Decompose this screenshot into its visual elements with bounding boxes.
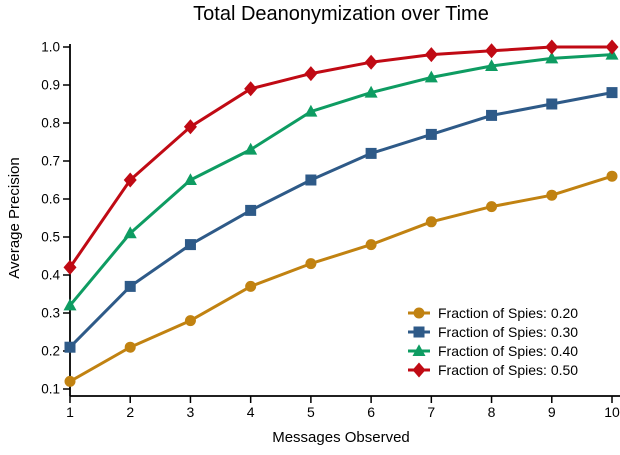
data-point-marker xyxy=(184,239,196,251)
data-point-marker xyxy=(424,70,438,83)
y-tick-label: 0.2 xyxy=(41,344,60,359)
x-tick-label: 5 xyxy=(307,404,315,420)
legend-label: Fraction of Spies: 0.50 xyxy=(438,361,579,378)
data-point-marker xyxy=(244,142,258,155)
y-tick-label: 0.8 xyxy=(41,116,60,131)
series-square xyxy=(64,87,618,353)
series-triangle xyxy=(63,47,619,311)
series-line xyxy=(68,91,614,349)
y-tick-label: 0.4 xyxy=(41,268,60,283)
data-point-marker xyxy=(124,341,136,353)
y-tick-label: 0.9 xyxy=(41,78,60,93)
data-point-marker xyxy=(606,170,618,182)
data-point-marker xyxy=(183,119,197,135)
y-tick-label: 0.7 xyxy=(41,154,60,169)
legend-label: Fraction of Spies: 0.20 xyxy=(438,305,579,322)
x-tick-label: 6 xyxy=(367,404,375,420)
y-axis-label: Average Precision xyxy=(6,157,23,279)
legend-item: Fraction of Spies: 0.50 xyxy=(406,360,578,379)
x-tick-label: 1 xyxy=(66,404,74,420)
legend-marker-square-icon xyxy=(408,326,430,338)
legend-label: Fraction of Spies: 0.30 xyxy=(438,324,579,341)
data-point-marker xyxy=(183,173,197,185)
data-point-marker xyxy=(425,128,437,140)
data-point-marker xyxy=(605,39,619,55)
data-point-marker xyxy=(244,81,258,97)
x-tick-label: 10 xyxy=(604,404,620,420)
data-point-marker xyxy=(364,54,378,70)
data-point-marker xyxy=(545,51,559,64)
legend-label: Fraction of Spies: 0.40 xyxy=(438,342,579,359)
x-tick-label: 8 xyxy=(488,404,496,420)
data-point-marker xyxy=(606,87,618,99)
data-point-marker xyxy=(63,298,77,311)
data-point-marker xyxy=(245,280,257,292)
x-tick-label: 9 xyxy=(548,404,556,420)
data-point-marker xyxy=(245,204,257,216)
data-point-marker xyxy=(412,344,426,356)
y-tick-label: 1.0 xyxy=(41,40,60,55)
y-tick-label: 0.6 xyxy=(41,192,60,207)
data-point-marker xyxy=(305,258,317,270)
data-point-marker xyxy=(425,216,437,228)
data-point-marker xyxy=(305,174,317,186)
data-point-marker xyxy=(124,280,136,292)
data-point-marker xyxy=(64,375,76,387)
x-tick-label: 4 xyxy=(247,404,255,420)
data-point-marker xyxy=(485,59,499,71)
data-point-marker xyxy=(123,172,137,188)
y-tick-label: 0.3 xyxy=(41,306,60,321)
legend-item: Fraction of Spies: 0.20 xyxy=(406,304,578,323)
data-point-marker xyxy=(486,109,498,121)
data-point-marker xyxy=(64,341,76,353)
data-point-marker xyxy=(364,85,378,98)
data-point-marker xyxy=(365,147,377,159)
series-line xyxy=(68,53,614,307)
x-axis-label: Messages Observed xyxy=(272,429,410,446)
legend-marker-circle-icon xyxy=(408,307,430,319)
data-point-marker xyxy=(304,104,318,117)
data-point-marker xyxy=(546,98,558,110)
chart-title: Total Deanonymization over Time xyxy=(193,3,489,25)
data-point-marker xyxy=(365,239,377,251)
legend-marker-diamond-icon xyxy=(408,362,430,378)
legend-item: Fraction of Spies: 0.30 xyxy=(406,323,578,342)
data-point-marker xyxy=(545,39,559,55)
x-tick-label: 3 xyxy=(187,404,195,420)
data-point-marker xyxy=(63,259,77,275)
data-point-marker xyxy=(424,47,438,63)
data-point-marker xyxy=(184,315,196,327)
legend-item: Fraction of Spies: 0.40 xyxy=(406,342,578,361)
data-point-marker xyxy=(486,201,498,213)
y-tick-label: 0.1 xyxy=(41,382,60,397)
data-point-marker xyxy=(413,307,425,319)
legend-marker-triangle-icon xyxy=(408,344,430,356)
y-tick-label: 0.5 xyxy=(41,230,60,245)
data-point-marker xyxy=(485,43,499,59)
data-point-marker xyxy=(413,326,425,338)
series-diamond xyxy=(63,39,619,275)
data-point-marker xyxy=(412,362,426,378)
series-line xyxy=(68,174,614,383)
x-tick-label: 7 xyxy=(427,404,435,420)
data-point-marker xyxy=(546,189,558,201)
data-point-marker xyxy=(123,226,137,239)
series-circle xyxy=(64,170,618,387)
series-line xyxy=(68,45,614,269)
data-point-marker xyxy=(304,66,318,82)
x-tick-label: 2 xyxy=(126,404,134,420)
legend: Fraction of Spies: 0.20 Fraction of Spie… xyxy=(406,304,578,379)
